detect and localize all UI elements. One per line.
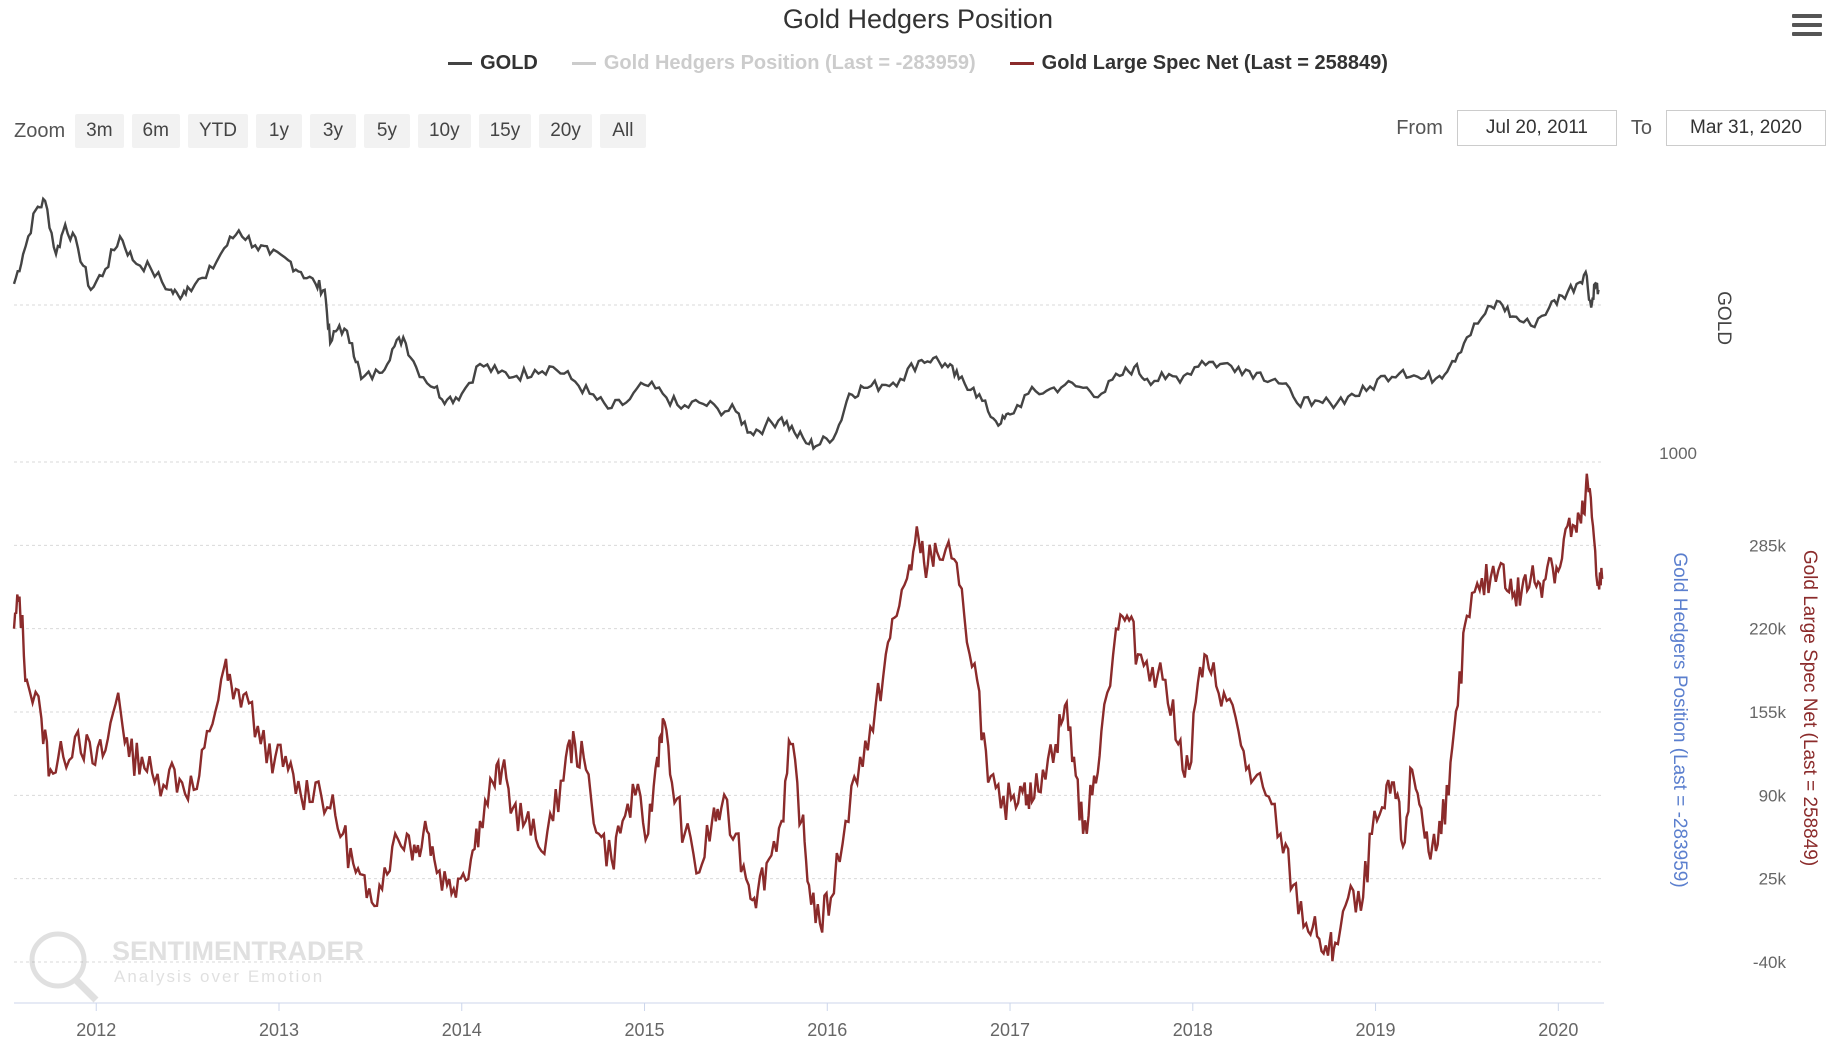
large-spec-axis-title: Gold Large Spec Net (Last = 258849) [1799, 550, 1820, 866]
watermark-name: SENTIMENTRADER [112, 936, 364, 966]
gold-series-line[interactable] [12, 196, 1600, 451]
zoom-all-button[interactable]: All [599, 114, 646, 148]
x-tick-label: 2015 [624, 1020, 664, 1040]
zoom-10y-button[interactable]: 10y [417, 114, 471, 148]
date-range: From To [1396, 110, 1826, 146]
zoom-20y-button[interactable]: 20y [539, 114, 592, 148]
zoom-5y-button[interactable]: 5y [363, 114, 410, 148]
watermark-logo-icon [29, 931, 87, 989]
x-tick-label: 2012 [76, 1020, 116, 1040]
x-tick-label: 2016 [807, 1020, 847, 1040]
legend-item-large-spec[interactable]: Gold Large Spec Net (Last = 258849) [1009, 52, 1388, 75]
watermark: SENTIMENTRADER Analysis over Emotion [29, 931, 364, 1003]
y-tick-label: -40k [1753, 953, 1787, 972]
hamburger-menu-icon[interactable] [1792, 14, 1822, 40]
zoom-1y-button[interactable]: 1y [255, 114, 302, 148]
legend-label-hedgers: Gold Hedgers Position (Last = -283959) [603, 52, 976, 74]
to-date-input[interactable] [1666, 110, 1826, 146]
watermark-handle [73, 977, 99, 1003]
legend-label-gold: GOLD [480, 52, 538, 74]
from-label: From [1396, 116, 1443, 139]
hedgers-axis-title: Gold Hedgers Position (Last = -283959) [1669, 552, 1690, 887]
x-tick-label: 2018 [1173, 1020, 1213, 1040]
zoom-3m-button[interactable]: 3m [75, 114, 124, 148]
legend-label-large-spec: Gold Large Spec Net (Last = 258849) [1041, 52, 1388, 74]
zoom-15y-button[interactable]: 15y [478, 114, 532, 148]
legend-swatch-gold [448, 62, 473, 65]
x-tick-label: 2019 [1356, 1020, 1396, 1040]
x-tick-label: 2017 [990, 1020, 1030, 1040]
zoom-label: Zoom [14, 119, 66, 142]
legend-item-hedgers[interactable]: Gold Hedgers Position (Last = -283959) [571, 52, 976, 75]
y-tick-label: 25k [1759, 870, 1787, 889]
y-tick-label: 90k [1759, 786, 1787, 805]
legend-swatch-large-spec [1009, 62, 1034, 65]
legend: GOLD Gold Hedgers Position (Last = -2839… [0, 52, 1836, 75]
zoom-6m-button[interactable]: 6m [131, 114, 180, 148]
x-tick-label: 2020 [1538, 1020, 1578, 1040]
x-tick-label: 2013 [259, 1020, 299, 1040]
legend-swatch-hedgers [571, 62, 596, 65]
x-axis: 2012 2013 2014 2015 2016 2017 2018 2019 2020 [76, 1003, 1578, 1040]
lower-grid [14, 544, 1604, 1004]
x-tick-label: 2014 [442, 1020, 482, 1040]
upper-grid [14, 304, 1604, 463]
gold-axis-title: GOLD [1713, 291, 1734, 345]
y-axis-right: 285k 220k 155k 90k 25k -40k [1749, 536, 1786, 972]
large-spec-series-line[interactable] [12, 473, 1604, 962]
zoom-bar: Zoom 3m 6m YTD 1y 3y 5y 10y 15y 20y All [14, 114, 646, 148]
chart-title: Gold Hedgers Position [782, 4, 1054, 34]
to-label: To [1630, 116, 1652, 139]
legend-item-gold[interactable]: GOLD [448, 52, 538, 75]
zoom-ytd-button[interactable]: YTD [187, 114, 248, 148]
zoom-3y-button[interactable]: 3y [309, 114, 356, 148]
y-tick-label: 155k [1749, 703, 1786, 722]
upper-tick-1000: 1000 [1659, 444, 1697, 463]
from-date-input[interactable] [1456, 110, 1617, 146]
y-tick-label: 220k [1749, 620, 1786, 639]
watermark-tagline: Analysis over Emotion [114, 967, 324, 986]
y-tick-label: 285k [1749, 536, 1786, 555]
